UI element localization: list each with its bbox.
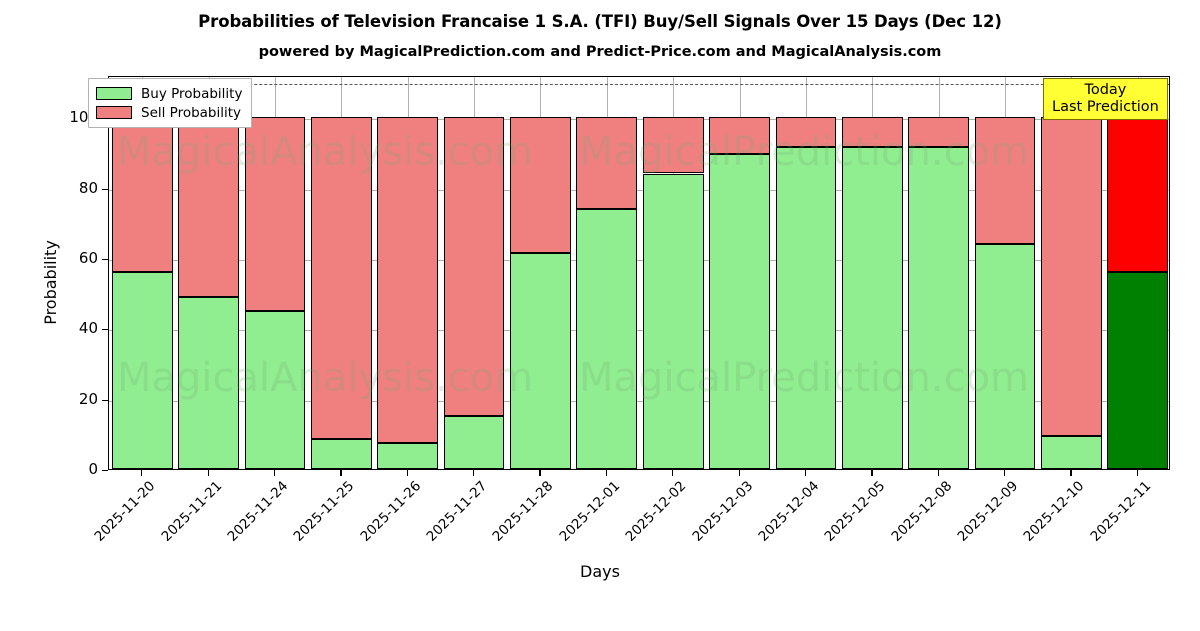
bar-segment-buy[interactable] <box>310 439 372 469</box>
bar-stack[interactable] <box>908 77 970 469</box>
x-tick-mark <box>738 470 740 476</box>
x-tick-mark <box>804 470 807 476</box>
bar-stack[interactable] <box>111 77 173 469</box>
x-tick-mark <box>1004 470 1006 476</box>
gridline-horizontal <box>109 189 1169 191</box>
gridline-horizontal <box>109 259 1169 261</box>
chart-legend: Buy Probability Sell Probability <box>88 78 253 128</box>
y-tick-mark <box>102 329 108 331</box>
bar-segment-sell[interactable] <box>1107 117 1169 272</box>
bar-segment-buy[interactable] <box>244 310 306 469</box>
bar-stack[interactable] <box>244 77 306 469</box>
x-tick-mark <box>1136 470 1138 476</box>
bar-segment-sell[interactable] <box>775 117 837 148</box>
x-tick-mark <box>340 470 342 476</box>
x-axis-label: Days <box>580 562 620 581</box>
x-tick-label: 2025-12-11 <box>1087 478 1155 545</box>
y-tick-label: 20 <box>78 389 98 408</box>
x-tick-mark <box>473 470 475 476</box>
bar-segment-buy[interactable] <box>908 147 970 469</box>
chart-figure: Probabilities of Television Francaise 1 … <box>40 12 1170 581</box>
gridline-horizontal <box>109 119 1169 121</box>
today-annotation-line2: Last Prediction <box>1052 98 1159 115</box>
gridline-horizontal <box>109 400 1169 402</box>
x-tick-mark <box>273 470 276 476</box>
legend-swatch-sell <box>96 106 132 119</box>
bar-segment-sell[interactable] <box>377 117 439 443</box>
bar-stack[interactable] <box>1107 77 1169 469</box>
bar-stack[interactable] <box>841 77 903 469</box>
bar-segment-sell[interactable] <box>111 117 173 272</box>
bar-segment-sell[interactable] <box>841 117 903 148</box>
x-tick-mark <box>141 470 143 476</box>
bar-segment-buy[interactable] <box>576 208 638 469</box>
legend-swatch-buy <box>96 87 132 100</box>
bar-stack[interactable] <box>974 77 1036 469</box>
x-tick-mark <box>871 470 873 476</box>
bar-stack[interactable] <box>642 77 704 469</box>
x-tick-mark <box>605 470 607 476</box>
bar-segment-buy[interactable] <box>178 296 239 469</box>
bar-segment-sell[interactable] <box>443 117 505 417</box>
legend-item-buy: Buy Probability <box>96 84 242 103</box>
y-tick-mark <box>102 399 108 401</box>
reference-line <box>109 84 1169 86</box>
bar-segment-sell[interactable] <box>1041 117 1102 436</box>
bar-segment-buy[interactable] <box>1107 272 1169 469</box>
legend-item-sell: Sell Probability <box>96 103 242 122</box>
y-tick-label: 0 <box>88 460 98 478</box>
chart-title: Probabilities of Television Francaise 1 … <box>198 12 1002 31</box>
bar-stack[interactable] <box>178 77 239 469</box>
plot-area: MagicalAnalysis.com MagicalPrediction.com… <box>108 76 1170 470</box>
chart-subtitle: powered by MagicalPrediction.com and Pre… <box>258 44 942 60</box>
y-tick-mark <box>102 188 108 190</box>
y-tick-label: 40 <box>78 319 98 338</box>
x-tick-label: 2025-11-20 <box>91 478 159 545</box>
legend-label-buy: Buy Probability <box>141 85 243 102</box>
bar-stack[interactable] <box>576 77 638 469</box>
bar-segment-buy[interactable] <box>775 147 837 469</box>
bar-segment-buy[interactable] <box>709 154 770 469</box>
bar-segment-buy[interactable] <box>841 147 903 469</box>
bar-stack[interactable] <box>377 77 439 469</box>
bar-segment-buy[interactable] <box>974 243 1036 469</box>
bar-segment-sell[interactable] <box>310 117 372 440</box>
bar-segment-buy[interactable] <box>510 252 571 469</box>
bar-segment-buy[interactable] <box>443 416 505 469</box>
y-tick-mark <box>102 258 108 261</box>
x-tick-mark <box>207 470 209 476</box>
today-annotation: Today Last Prediction <box>1043 78 1168 121</box>
bar-segment-buy[interactable] <box>642 173 704 469</box>
bar-stack[interactable] <box>510 77 571 469</box>
y-tick-mark <box>102 470 108 472</box>
today-annotation-line1: Today <box>1084 82 1127 98</box>
x-tick-mark <box>672 470 674 476</box>
bar-stack[interactable] <box>775 77 837 469</box>
x-tick-mark <box>539 470 541 476</box>
bar-segment-sell[interactable] <box>244 117 306 311</box>
bar-stack[interactable] <box>310 77 372 469</box>
legend-label-sell: Sell Probability <box>141 104 242 121</box>
bar-segment-buy[interactable] <box>1041 435 1102 469</box>
bar-segment-buy[interactable] <box>377 442 439 469</box>
bar-segment-sell[interactable] <box>642 117 704 174</box>
y-tick-label: 80 <box>78 178 98 197</box>
bar-segment-sell[interactable] <box>709 117 770 155</box>
bar-stack[interactable] <box>1041 77 1102 469</box>
x-tick-mark <box>406 470 408 476</box>
x-tick-label: 2025-12-02 <box>622 478 690 545</box>
bar-segment-sell[interactable] <box>908 117 970 148</box>
bar-segment-sell[interactable] <box>974 117 1036 244</box>
bar-segment-sell[interactable] <box>178 117 239 297</box>
bar-stack[interactable] <box>709 77 770 469</box>
y-tick-label: 60 <box>78 248 98 267</box>
bar-segment-sell[interactable] <box>576 117 638 209</box>
x-tick-mark <box>937 470 939 476</box>
bar-segment-buy[interactable] <box>111 272 173 469</box>
bar-stack[interactable] <box>443 77 505 469</box>
bar-segment-sell[interactable] <box>510 117 571 253</box>
x-tick-mark <box>1070 470 1072 476</box>
gridline-horizontal <box>109 330 1169 332</box>
